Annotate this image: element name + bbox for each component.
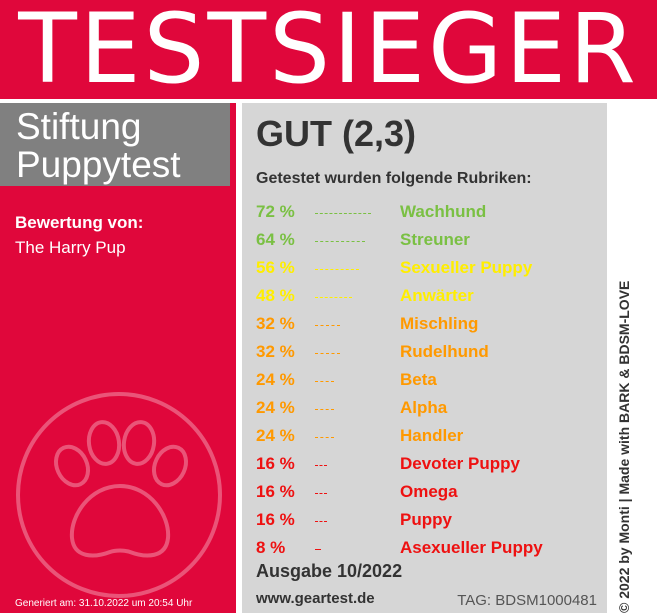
category-percent: 48 % xyxy=(256,286,295,305)
brand-line-2: Puppytest xyxy=(16,144,181,185)
category-row: 64 % Streuner xyxy=(242,226,607,254)
category-score-bar xyxy=(315,521,327,522)
category-row: 32 % Mischling xyxy=(242,310,607,338)
brand-box: Stiftung Puppytest xyxy=(0,103,230,186)
category-name: Rudelhund xyxy=(400,342,489,361)
category-percent: 24 % xyxy=(256,426,295,445)
generated-timestamp: Generiert am: 31.10.2022 um 20:54 Uhr xyxy=(15,598,193,609)
paw-print-icon xyxy=(16,392,222,598)
category-row: 8 % Asexueller Puppy xyxy=(242,534,607,562)
category-row: 32 % Rudelhund xyxy=(242,338,607,366)
category-score-bar xyxy=(315,353,340,354)
category-row: 24 % Beta xyxy=(242,366,607,394)
category-name: Omega xyxy=(400,482,458,501)
category-score-bar xyxy=(315,409,334,410)
rating-label: Bewertung von: xyxy=(15,213,144,232)
tag-code: TAG: BDSM1000481 xyxy=(457,592,597,609)
category-score-bar xyxy=(315,241,365,242)
category-score-bar xyxy=(315,381,334,382)
category-score-bar xyxy=(315,493,327,494)
category-name: Anwärter xyxy=(400,286,474,305)
category-name: Puppy xyxy=(400,510,452,529)
category-name: Streuner xyxy=(400,230,470,249)
category-score-bar xyxy=(315,213,371,214)
category-percent: 56 % xyxy=(256,258,295,277)
brand-line-1: Stiftung xyxy=(16,106,142,147)
category-percent: 24 % xyxy=(256,370,295,389)
category-name: Mischling xyxy=(400,314,479,333)
category-name: Alpha xyxy=(400,398,448,417)
category-percent: 16 % xyxy=(256,454,295,473)
edition-label: Ausgabe 10/2022 xyxy=(256,561,403,581)
category-name: Beta xyxy=(400,370,437,389)
category-score-bar xyxy=(315,465,327,466)
category-row: 48 % Anwärter xyxy=(242,282,607,310)
category-percent: 32 % xyxy=(256,314,295,333)
category-score-bar xyxy=(315,549,321,550)
category-row: 16 % Omega xyxy=(242,478,607,506)
left-panel: Stiftung Puppytest Bewertung von: The Ha… xyxy=(0,103,236,613)
category-score-bar xyxy=(315,269,359,270)
category-percent: 16 % xyxy=(256,510,295,529)
category-percent: 8 % xyxy=(256,538,286,557)
category-percent: 16 % xyxy=(256,482,295,501)
overall-grade: GUT (2,3) xyxy=(256,113,417,154)
category-score-bar xyxy=(315,297,352,298)
category-percent: 64 % xyxy=(256,230,295,249)
category-row: 56 % Sexueller Puppy xyxy=(242,254,607,282)
website-link[interactable]: www.geartest.de xyxy=(256,590,375,607)
category-name: Sexueller Puppy xyxy=(400,258,533,277)
category-name: Asexueller Puppy xyxy=(400,538,543,557)
copyright-credit: © 2022 by Monti | Made with BARK & BDSM-… xyxy=(616,280,632,613)
category-row: 72 % Wachhund xyxy=(242,198,607,226)
results-panel: GUT (2,3) Getestet wurden folgende Rubri… xyxy=(242,103,607,613)
category-row: 24 % Handler xyxy=(242,422,607,450)
testsieger-banner: TESTSIEGER xyxy=(0,0,657,104)
category-name: Devoter Puppy xyxy=(400,454,520,473)
categories-intro: Getestet wurden folgende Rubriken: xyxy=(256,170,532,187)
category-percent: 32 % xyxy=(256,342,295,361)
category-score-bar xyxy=(315,325,340,326)
rating-value: The Harry Pup xyxy=(15,238,126,257)
category-score-bar xyxy=(315,437,334,438)
category-row: 16 % Devoter Puppy xyxy=(242,450,607,478)
category-name: Handler xyxy=(400,426,464,445)
category-name: Wachhund xyxy=(400,202,487,221)
category-percent: 24 % xyxy=(256,398,295,417)
category-percent: 72 % xyxy=(256,202,295,221)
banner-title: TESTSIEGER xyxy=(18,0,639,105)
category-row: 16 % Puppy xyxy=(242,506,607,534)
category-row: 24 % Alpha xyxy=(242,394,607,422)
